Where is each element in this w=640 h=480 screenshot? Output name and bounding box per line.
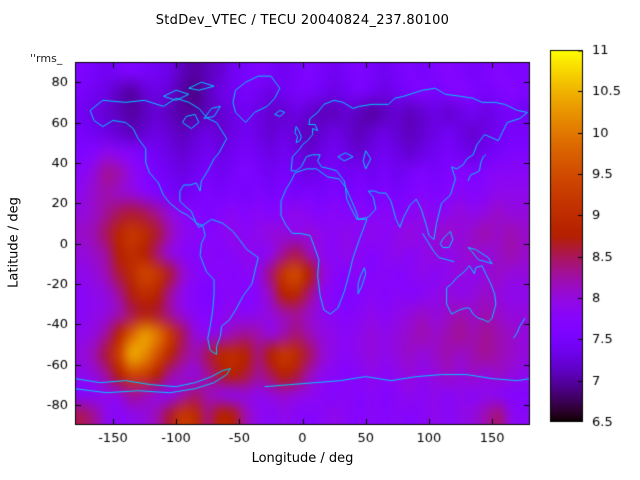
y-axis-label: Latitude / deg: [6, 197, 22, 288]
x-axis-label: Longitude / deg: [251, 451, 354, 466]
chart-title: StdDev_VTEC / TECU 20040824_237.80100: [155, 13, 450, 28]
rms-annotation: ''rms_: [30, 52, 63, 65]
